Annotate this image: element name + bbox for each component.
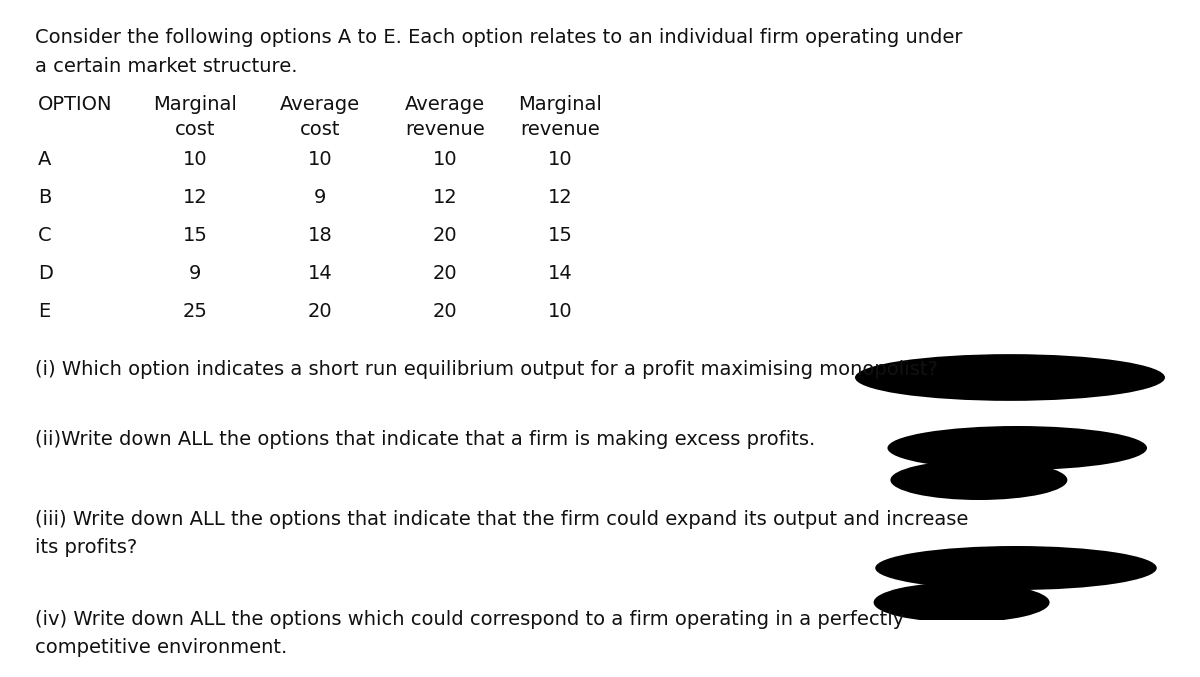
Text: 12: 12 <box>182 188 208 207</box>
Ellipse shape <box>890 460 1068 500</box>
Text: 10: 10 <box>547 302 572 321</box>
Text: 15: 15 <box>547 226 572 245</box>
Text: 20: 20 <box>433 226 457 245</box>
Text: 14: 14 <box>547 264 572 283</box>
Text: 10: 10 <box>307 150 332 169</box>
Text: Marginal: Marginal <box>518 95 602 114</box>
Text: 20: 20 <box>307 302 332 321</box>
Text: Average: Average <box>404 95 485 114</box>
Text: revenue: revenue <box>520 120 600 139</box>
Ellipse shape <box>874 582 1050 622</box>
Text: Consider the following options A to E. Each option relates to an individual firm: Consider the following options A to E. E… <box>35 28 962 47</box>
Text: (iii) Write down ALL the options that indicate that the firm could expand its ou: (iii) Write down ALL the options that in… <box>35 510 968 529</box>
Text: (iv) Write down ALL the options which could correspond to a firm operating in a : (iv) Write down ALL the options which co… <box>35 610 905 629</box>
Text: Average: Average <box>280 95 360 114</box>
Text: B: B <box>38 188 52 207</box>
Text: (i) Which option indicates a short run equilibrium output for a profit maximisin: (i) Which option indicates a short run e… <box>35 360 938 379</box>
Text: 12: 12 <box>547 188 572 207</box>
Ellipse shape <box>875 546 1157 590</box>
Text: cost: cost <box>175 120 215 139</box>
Ellipse shape <box>854 354 1165 401</box>
Ellipse shape <box>888 426 1147 470</box>
Text: Marginal: Marginal <box>154 95 236 114</box>
Text: 15: 15 <box>182 226 208 245</box>
Text: 10: 10 <box>433 150 457 169</box>
Text: A: A <box>38 150 52 169</box>
Text: E: E <box>38 302 50 321</box>
Text: C: C <box>38 226 52 245</box>
Text: 9: 9 <box>314 188 326 207</box>
Text: 12: 12 <box>433 188 457 207</box>
Text: (ii)Write down ALL the options that indicate that a firm is making excess profit: (ii)Write down ALL the options that indi… <box>35 430 815 449</box>
Text: a certain market structure.: a certain market structure. <box>35 57 298 76</box>
Text: D: D <box>38 264 53 283</box>
Text: 25: 25 <box>182 302 208 321</box>
Text: 10: 10 <box>182 150 208 169</box>
Text: revenue: revenue <box>406 120 485 139</box>
Text: 9: 9 <box>188 264 202 283</box>
Text: 20: 20 <box>433 302 457 321</box>
Text: 14: 14 <box>307 264 332 283</box>
Text: 20: 20 <box>433 264 457 283</box>
Text: cost: cost <box>300 120 341 139</box>
Text: 10: 10 <box>547 150 572 169</box>
Text: 18: 18 <box>307 226 332 245</box>
Text: competitive environment.: competitive environment. <box>35 638 287 657</box>
Text: its profits?: its profits? <box>35 538 137 557</box>
Text: OPTION: OPTION <box>38 95 113 114</box>
